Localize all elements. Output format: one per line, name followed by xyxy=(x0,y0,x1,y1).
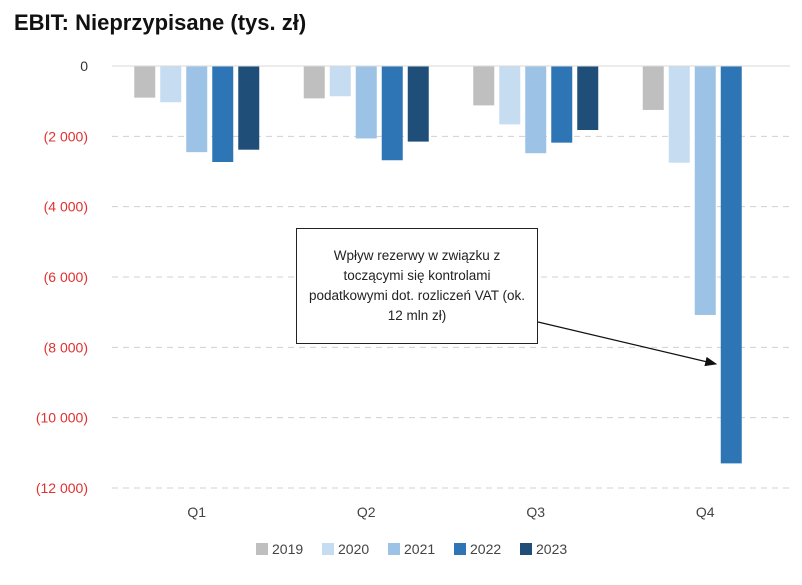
chart-title: EBIT: Nieprzypisane (tys. zł) xyxy=(14,10,307,35)
bar xyxy=(212,66,234,163)
legend-label: 2022 xyxy=(470,541,501,557)
bar xyxy=(720,66,742,464)
x-tick-label: Q2 xyxy=(357,504,376,520)
y-tick-label: (10 000) xyxy=(36,410,88,426)
bar xyxy=(329,66,351,97)
bar xyxy=(668,66,690,163)
y-tick-label: (2 000) xyxy=(44,128,88,144)
bar xyxy=(551,66,573,143)
legend-swatch xyxy=(388,543,400,555)
bar xyxy=(499,66,521,125)
annotation-callout: Wpływ rezerwy w związku z toczącymi się … xyxy=(296,228,538,344)
bar xyxy=(473,66,495,106)
legend-label: 2019 xyxy=(272,541,303,557)
bar xyxy=(381,66,403,161)
annotation-arrow xyxy=(537,321,718,367)
bar xyxy=(525,66,547,154)
x-tick-label: Q1 xyxy=(187,504,206,520)
bar xyxy=(355,66,377,139)
y-tick-label: (6 000) xyxy=(44,269,88,285)
bar xyxy=(134,66,156,98)
y-tick-label: (8 000) xyxy=(44,339,88,355)
bar xyxy=(303,66,325,99)
bar xyxy=(642,66,664,110)
bar xyxy=(186,66,208,153)
bar xyxy=(238,66,260,150)
bar xyxy=(577,66,599,131)
y-tick-label: (4 000) xyxy=(44,199,88,215)
legend-swatch xyxy=(454,543,466,555)
y-tick-label: (12 000) xyxy=(36,480,88,496)
bar xyxy=(694,66,716,315)
legend-swatch xyxy=(520,543,532,555)
legend-swatch xyxy=(256,543,268,555)
y-tick-label: 0 xyxy=(80,58,88,74)
legend-swatch xyxy=(322,543,334,555)
x-tick-label: Q3 xyxy=(526,504,545,520)
legend-label: 2020 xyxy=(338,541,369,557)
legend-label: 2021 xyxy=(404,541,435,557)
legend-label: 2023 xyxy=(536,541,567,557)
x-tick-label: Q4 xyxy=(696,504,715,520)
bar xyxy=(407,66,429,142)
bar xyxy=(160,66,182,103)
